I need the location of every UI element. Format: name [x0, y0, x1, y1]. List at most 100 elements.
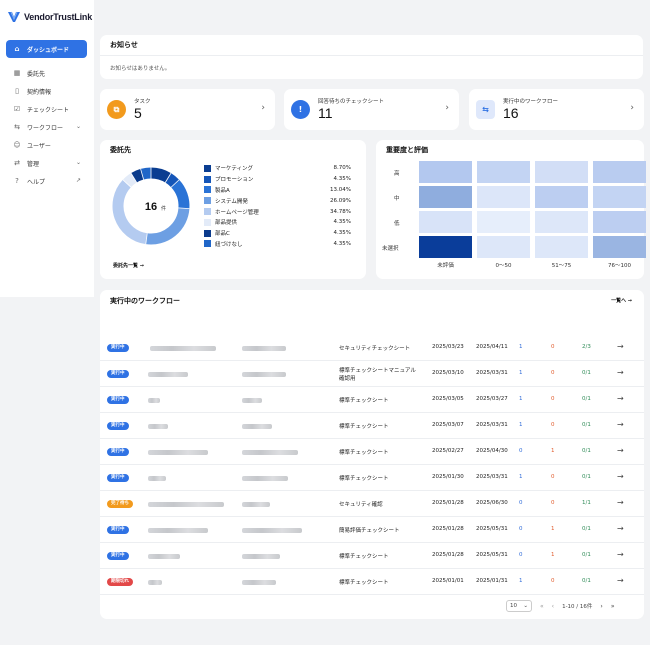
- stat-card-running-workflows[interactable]: ⇆ 実行中のワークフロー 16 ›: [469, 89, 644, 130]
- table-row[interactable]: 実行中 標準チェックシート 2025/02/27 2025/04/30 0 1 …: [100, 439, 644, 465]
- due-date: 2025/01/31: [476, 578, 508, 584]
- arrow-right-icon[interactable]: →: [617, 394, 624, 403]
- page-size-select[interactable]: 10 ⌄: [506, 600, 532, 612]
- heatmap-cell[interactable]: [535, 236, 588, 258]
- count-a: 1: [519, 422, 523, 428]
- last-page-icon[interactable]: »: [610, 602, 615, 610]
- donut-slice-divider: [178, 207, 190, 210]
- sidebar-item-vendors[interactable]: ▦ 委託先: [6, 64, 87, 82]
- heatmap-cell[interactable]: [477, 161, 530, 183]
- sidebar-item-users[interactable]: ☺ ユーザー: [6, 136, 87, 154]
- vendors-donut-chart: 16 件: [112, 167, 190, 245]
- status-badge: 実行中: [107, 370, 129, 378]
- prev-page-icon[interactable]: ‹: [551, 602, 555, 610]
- table-row[interactable]: 実行中 標準チェックシート 2025/03/05 2025/03/27 1 0 …: [100, 387, 644, 413]
- table-row[interactable]: 実行中 簡易評価チェックシート 2025/01/28 2025/05/31 0 …: [100, 517, 644, 543]
- users-icon: ☺: [13, 141, 21, 149]
- table-row[interactable]: 期限切れ 標準チェックシート 2025/01/01 2025/01/31 1 0…: [100, 569, 644, 595]
- sidebar-item-dashboard[interactable]: ⌂ ダッシュボード: [6, 40, 87, 58]
- sidebar-item-checksheets[interactable]: ☑ チェックシート: [6, 100, 87, 118]
- redacted-contract-name: [242, 476, 288, 481]
- page-range: 1-10 / 16件: [562, 604, 593, 610]
- notice-message: お知らせはありません。: [110, 66, 171, 72]
- due-date: 2025/03/31: [476, 474, 508, 480]
- table-row[interactable]: 完了待ち セキュリティ確認 2025/01/28 2025/06/30 0 0 …: [100, 491, 644, 517]
- sidebar-item-help[interactable]: ? ヘルプ ↗: [6, 172, 87, 190]
- vendors-title: 委託先: [110, 146, 131, 154]
- count-a: 1: [519, 370, 523, 376]
- arrow-right-icon[interactable]: →: [617, 420, 624, 429]
- table-row[interactable]: 実行中 標準チェックシート 2025/01/28 2025/05/31 0 1 …: [100, 543, 644, 569]
- arrow-right-icon[interactable]: →: [617, 342, 624, 351]
- legend-percent: 26.09%: [330, 197, 351, 204]
- status-badge: 実行中: [107, 344, 129, 352]
- stat-card-tasks[interactable]: ⧉ タスク 5 ›: [100, 89, 275, 130]
- chevron-right-icon: ›: [445, 103, 449, 113]
- heatmap-cell[interactable]: [593, 236, 646, 258]
- due-date: 2025/05/31: [476, 526, 508, 532]
- heatmap-cell[interactable]: [477, 236, 530, 258]
- count-a: 1: [519, 344, 523, 350]
- due-date: 2025/04/30: [476, 448, 508, 454]
- arrow-right-icon[interactable]: →: [617, 576, 624, 585]
- first-page-icon[interactable]: «: [540, 602, 544, 610]
- redacted-contract-name: [242, 398, 262, 403]
- arrow-right-icon[interactable]: →: [617, 446, 624, 455]
- count-a: 0: [519, 500, 523, 506]
- building-icon: ▦: [13, 69, 21, 77]
- table-row[interactable]: 実行中 標準チェックシート 2025/01/30 2025/03/31 1 0 …: [100, 465, 644, 491]
- count-a: 0: [519, 448, 523, 454]
- donut-slice-divider: [140, 168, 144, 180]
- heatmap-cell[interactable]: [419, 161, 472, 183]
- count-b: 0: [551, 344, 555, 350]
- progress: 0/1: [582, 552, 591, 558]
- heatmap-row-label: 高: [394, 171, 400, 177]
- arrow-right-icon[interactable]: →: [617, 550, 624, 559]
- heatmap-cell[interactable]: [535, 211, 588, 233]
- legend-item: システム開発 26.09%: [204, 195, 351, 206]
- donut-slice: [122, 173, 137, 188]
- sidebar-item-admin[interactable]: ⇄ 管理 ⌄: [6, 154, 87, 172]
- heatmap-cell[interactable]: [593, 161, 646, 183]
- heatmap-cell[interactable]: [419, 186, 472, 208]
- heatmap-cell[interactable]: [419, 211, 472, 233]
- arrow-right-icon[interactable]: →: [617, 368, 624, 377]
- heatmap-cell[interactable]: [593, 186, 646, 208]
- heatmap-cell[interactable]: [419, 236, 472, 258]
- progress: 1/1: [582, 500, 591, 506]
- chevron-down-icon: ⌄: [75, 123, 81, 130]
- arrows-icon: ⇄: [14, 159, 20, 167]
- logo[interactable]: VendorTrustLink: [8, 11, 92, 23]
- legend-item: マーケティング 8.70%: [204, 163, 351, 174]
- sidebar-item-contracts[interactable]: ▯ 契約情報: [6, 82, 87, 100]
- due-date: 2025/06/30: [476, 500, 508, 506]
- next-page-icon[interactable]: ›: [600, 602, 603, 610]
- start-date: 2025/03/10: [432, 370, 464, 376]
- redacted-contract-name: [242, 346, 286, 351]
- arrow-right-icon[interactable]: →: [617, 498, 624, 507]
- chevron-down-icon: ⌄: [523, 603, 528, 609]
- table-row[interactable]: 実行中 標準チェックシートマニュアル 確認用 2025/03/10 2025/0…: [100, 361, 644, 387]
- arrow-right-icon[interactable]: →: [617, 472, 624, 481]
- arrow-right-icon[interactable]: →: [617, 524, 624, 533]
- count-b: 0: [551, 578, 555, 584]
- table-row[interactable]: 実行中 標準チェックシート 2025/03/07 2025/03/31 1 0 …: [100, 413, 644, 439]
- heatmap-cell[interactable]: [535, 186, 588, 208]
- sidebar-item-workflow[interactable]: ⇆ ワークフロー ⌄: [6, 118, 87, 136]
- heatmap-cell[interactable]: [593, 211, 646, 233]
- workflow-list-link[interactable]: 一覧へ →: [611, 298, 632, 304]
- heatmap-cell[interactable]: [477, 186, 530, 208]
- heatmap-col-label: 未評価: [437, 263, 454, 269]
- status-badge: 実行中: [107, 422, 129, 430]
- notice-card: お知らせ お知らせはありません。: [100, 35, 643, 79]
- table-row[interactable]: 実行中 セキュリティチェックシート 2025/03/23 2025/04/11 …: [100, 335, 644, 361]
- vendors-list-link[interactable]: 委託先一覧 →: [113, 263, 144, 269]
- checksheet-name: 標準チェックシート: [339, 580, 389, 586]
- stat-card-pending-checksheets[interactable]: ! 回答待ちのチェックシート 11 ›: [284, 89, 459, 130]
- count-b: 0: [551, 396, 555, 402]
- status-badge: 実行中: [107, 448, 129, 456]
- heatmap-cell[interactable]: [477, 211, 530, 233]
- heatmap-col-label: 51〜75: [551, 263, 572, 269]
- redacted-vendor-name: [148, 528, 208, 533]
- heatmap-cell[interactable]: [535, 161, 588, 183]
